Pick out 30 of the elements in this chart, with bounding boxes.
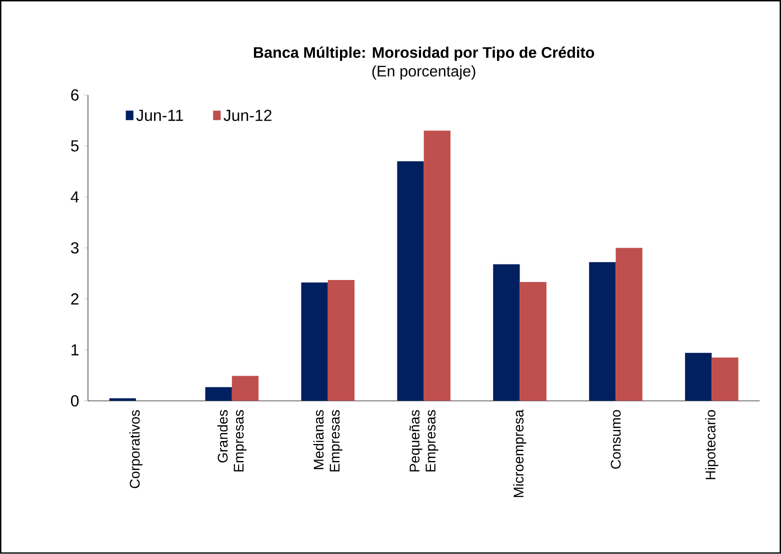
y-tick-label: 2 [71, 293, 78, 305]
bar [616, 248, 642, 401]
chart-title: Banca Múltiple: Morosidad por Tipo de Crédito [254, 46, 594, 62]
y-tick-label: 4 [70, 192, 79, 203]
bar [712, 358, 738, 401]
bar [301, 282, 328, 401]
x-tick-label: Corporativos [129, 410, 142, 488]
bar [232, 376, 259, 401]
x-tick-label: Pequeñas Empresas [409, 410, 438, 472]
bar [397, 161, 424, 401]
y-tick-label: 1 [72, 344, 78, 356]
bar [589, 262, 616, 401]
bar [205, 387, 232, 401]
legend-label: Jun-11 [136, 110, 183, 122]
x-tick-label: Grandes Empresas [217, 410, 246, 472]
y-tick-label: 6 [71, 89, 79, 101]
x-tick-label: Medianas Empresas [313, 410, 342, 472]
legend-label: Jun-12 [224, 110, 272, 122]
y-tick-label: 0 [70, 395, 79, 407]
bar [328, 280, 355, 401]
bar [685, 353, 712, 401]
y-tick-label: 3 [70, 242, 79, 254]
bar [520, 282, 546, 401]
x-tick-label: Hipotecario [705, 410, 718, 480]
bar [424, 130, 450, 401]
chart-subtitle: (En porcentaje) [372, 65, 476, 80]
x-tick-label: Microempresa [513, 410, 526, 498]
bar [493, 264, 520, 401]
y-tick-label: 5 [71, 140, 79, 152]
x-tick-label: Consumo [610, 410, 621, 469]
